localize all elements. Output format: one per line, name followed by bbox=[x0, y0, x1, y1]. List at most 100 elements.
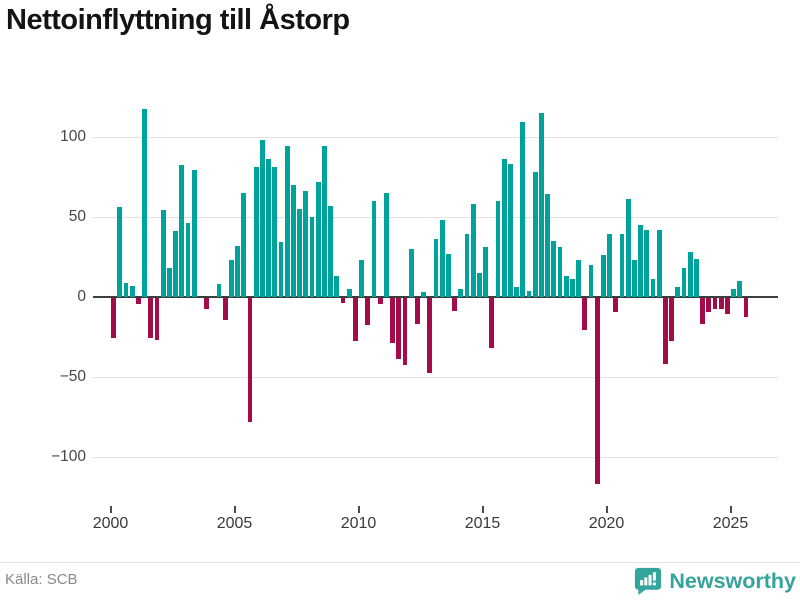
bar-2015-Q4 bbox=[501, 159, 507, 297]
bar-2005-Q1 bbox=[235, 245, 240, 297]
x-axis-label: 2000 bbox=[92, 515, 129, 532]
bar-2010-Q1 bbox=[359, 260, 364, 297]
bar-2016-Q1 bbox=[508, 163, 513, 297]
bar-2003-Q2 bbox=[191, 170, 197, 297]
bar-2016-Q2 bbox=[514, 287, 519, 297]
bar-2020-Q2 bbox=[613, 298, 619, 313]
bar-2011-Q1 bbox=[384, 192, 389, 297]
bar-2024-Q4 bbox=[725, 298, 730, 315]
bar-2023-Q4 bbox=[700, 298, 705, 324]
bar-2007-Q2 bbox=[291, 184, 296, 297]
bar-2019-Q4 bbox=[601, 255, 606, 297]
bar-2010-Q3 bbox=[371, 200, 377, 297]
bar-2012-Q4 bbox=[427, 298, 433, 374]
gridline bbox=[93, 136, 778, 138]
bar-chart-speech-bubble-icon bbox=[634, 567, 662, 595]
bar-2023-Q1 bbox=[681, 268, 687, 297]
bar-2009-Q4 bbox=[353, 298, 358, 342]
bar-2025-Q3 bbox=[743, 298, 749, 318]
x-axis-tick bbox=[109, 506, 112, 513]
bar-2002-Q4 bbox=[179, 165, 185, 297]
bar-2011-Q4 bbox=[402, 298, 408, 366]
bar-2014-Q4 bbox=[477, 272, 482, 297]
x-axis-tick bbox=[481, 506, 484, 513]
bar-2024-Q2 bbox=[712, 298, 718, 310]
bar-2010-Q4 bbox=[377, 298, 383, 305]
bar-2023-Q2 bbox=[687, 252, 693, 297]
bar-2010-Q2 bbox=[365, 298, 371, 326]
page-title: Nettoinflyttning till Åstorp bbox=[6, 4, 350, 36]
bar-2012-Q3 bbox=[421, 292, 426, 297]
bar-2018-Q1 bbox=[557, 247, 563, 297]
bar-2004-Q4 bbox=[229, 260, 234, 297]
bar-2025-Q1 bbox=[731, 288, 736, 297]
bar-2006-Q4 bbox=[278, 242, 284, 297]
bar-2022-Q1 bbox=[656, 229, 662, 297]
bar-2016-Q3 bbox=[520, 122, 526, 297]
bar-2006-Q1 bbox=[260, 139, 265, 297]
bar-2024-Q1 bbox=[706, 298, 712, 313]
x-axis-label: 2010 bbox=[340, 515, 377, 532]
gridline bbox=[93, 457, 778, 459]
bar-2013-Q3 bbox=[446, 253, 451, 297]
gridline bbox=[93, 377, 778, 379]
bar-2008-Q2 bbox=[315, 181, 321, 297]
bar-2000-Q3 bbox=[123, 282, 129, 297]
bar-2014-Q2 bbox=[464, 234, 470, 297]
bar-2007-Q3 bbox=[297, 208, 302, 297]
bar-2018-Q4 bbox=[576, 260, 581, 297]
bar-2017-Q4 bbox=[551, 240, 557, 297]
bar-2025-Q2 bbox=[737, 280, 743, 297]
bar-2011-Q3 bbox=[396, 298, 402, 359]
bar-2002-Q3 bbox=[173, 231, 178, 297]
bar-2019-Q3 bbox=[594, 298, 600, 485]
x-axis-tick bbox=[357, 506, 360, 513]
bar-2014-Q3 bbox=[470, 203, 476, 297]
bar-2007-Q1 bbox=[284, 146, 290, 297]
bar-2013-Q2 bbox=[439, 220, 445, 297]
bar-2022-Q4 bbox=[675, 287, 681, 297]
footer-divider bbox=[0, 562, 800, 563]
bar-2015-Q1 bbox=[483, 247, 488, 297]
bar-2020-Q4 bbox=[625, 199, 631, 297]
bar-2008-Q4 bbox=[328, 205, 333, 297]
bar-2017-Q1 bbox=[532, 171, 538, 297]
bar-2015-Q3 bbox=[495, 200, 501, 297]
bar-2006-Q3 bbox=[272, 167, 278, 297]
bar-2017-Q3 bbox=[545, 194, 550, 297]
bar-2019-Q1 bbox=[582, 298, 588, 331]
bar-2001-Q1 bbox=[136, 298, 141, 305]
bar-2001-Q3 bbox=[148, 298, 154, 339]
bar-2005-Q4 bbox=[253, 167, 259, 297]
x-axis-label: 2020 bbox=[588, 515, 625, 532]
newsworthy-logo[interactable]: Newsworthy bbox=[634, 567, 796, 595]
bar-2004-Q3 bbox=[222, 298, 228, 321]
bar-2015-Q2 bbox=[489, 298, 495, 348]
x-axis-label: 2005 bbox=[216, 515, 253, 532]
y-axis-label: −50 bbox=[59, 368, 86, 386]
bar-2009-Q2 bbox=[340, 298, 346, 303]
bar-2008-Q3 bbox=[322, 146, 327, 297]
bar-2012-Q2 bbox=[415, 298, 420, 324]
bar-2009-Q3 bbox=[346, 288, 352, 297]
x-axis-label: 2015 bbox=[464, 515, 501, 532]
bar-2002-Q1 bbox=[160, 210, 166, 297]
zero-line bbox=[93, 296, 778, 298]
bar-2013-Q1 bbox=[433, 239, 439, 297]
bar-2016-Q4 bbox=[526, 290, 532, 297]
bar-2002-Q2 bbox=[167, 268, 172, 297]
bar-2018-Q3 bbox=[570, 279, 575, 297]
bar-2019-Q2 bbox=[588, 264, 594, 297]
bar-2021-Q4 bbox=[650, 279, 656, 297]
bar-2022-Q2 bbox=[663, 298, 668, 364]
bar-2006-Q2 bbox=[266, 159, 271, 297]
y-axis-label: −100 bbox=[51, 448, 86, 466]
bar-2008-Q1 bbox=[309, 216, 315, 297]
bar-2004-Q2 bbox=[216, 284, 222, 297]
bar-2003-Q4 bbox=[204, 298, 209, 310]
x-axis-tick bbox=[233, 506, 236, 513]
bar-2021-Q1 bbox=[632, 260, 637, 297]
bar-2020-Q1 bbox=[607, 234, 612, 297]
gridline bbox=[93, 216, 778, 218]
